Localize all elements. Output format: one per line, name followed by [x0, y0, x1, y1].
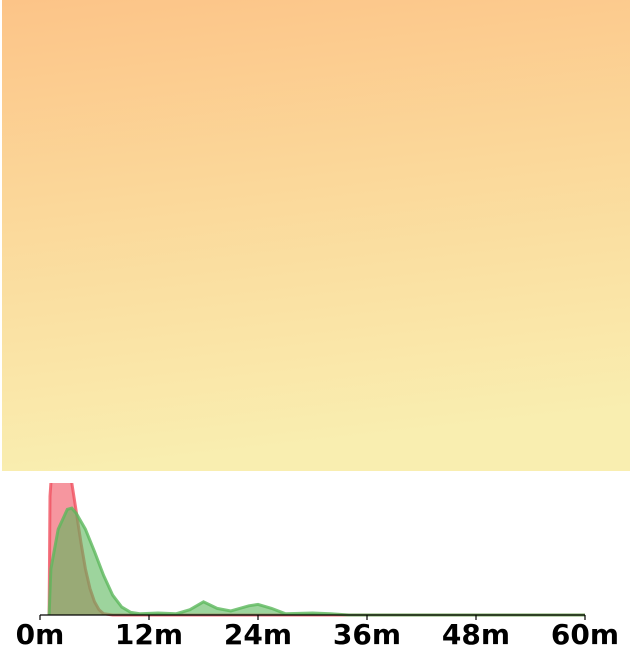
x-tick-label: 48m	[442, 618, 510, 651]
x-axis: 0m 12m 24m 36m 48m 60m	[16, 614, 619, 651]
density-line	[47, 506, 585, 617]
x-tick-label: 12m	[115, 618, 183, 651]
x-tick-label: 36m	[333, 618, 401, 651]
x-tick-label: 0m	[16, 618, 65, 651]
x-tick-label: 60m	[551, 618, 619, 651]
image-panel	[2, 0, 630, 471]
x-tick-label: 24m	[224, 618, 292, 651]
density-area	[49, 508, 586, 615]
plot-area	[47, 483, 586, 617]
